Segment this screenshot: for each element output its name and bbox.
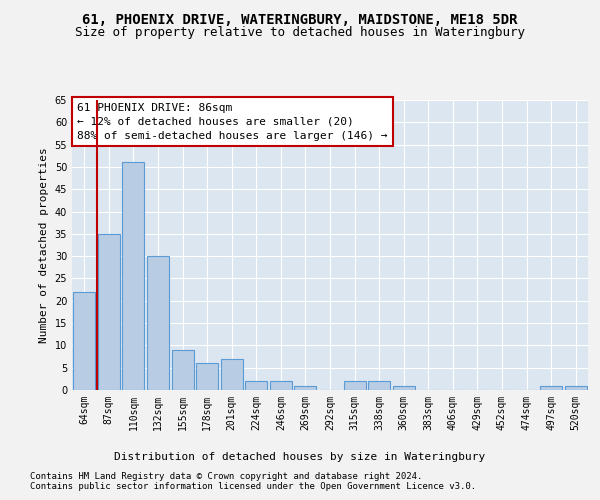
Bar (122, 162, 145, 390)
Text: Contains public sector information licensed under the Open Government Licence v3: Contains public sector information licen… (30, 482, 476, 491)
Bar (245, 381, 268, 390)
Bar (344, 381, 365, 390)
Bar (368, 381, 390, 390)
Bar (73, 292, 95, 390)
Bar (98, 234, 120, 390)
Text: Distribution of detached houses by size in Wateringbury: Distribution of detached houses by size … (115, 452, 485, 462)
Bar (221, 359, 243, 390)
Bar (565, 386, 587, 390)
Bar (540, 386, 562, 390)
Bar (172, 350, 194, 390)
Bar (147, 256, 169, 390)
Text: 61, PHOENIX DRIVE, WATERINGBURY, MAIDSTONE, ME18 5DR: 61, PHOENIX DRIVE, WATERINGBURY, MAIDSTO… (82, 12, 518, 26)
Text: 61 PHOENIX DRIVE: 86sqm
← 12% of detached houses are smaller (20)
88% of semi-de: 61 PHOENIX DRIVE: 86sqm ← 12% of detache… (77, 103, 388, 141)
Bar (196, 363, 218, 390)
Bar (295, 386, 316, 390)
Y-axis label: Number of detached properties: Number of detached properties (39, 147, 49, 343)
Bar (270, 381, 292, 390)
Text: Size of property relative to detached houses in Wateringbury: Size of property relative to detached ho… (75, 26, 525, 39)
Text: Contains HM Land Registry data © Crown copyright and database right 2024.: Contains HM Land Registry data © Crown c… (30, 472, 422, 481)
Bar (392, 386, 415, 390)
